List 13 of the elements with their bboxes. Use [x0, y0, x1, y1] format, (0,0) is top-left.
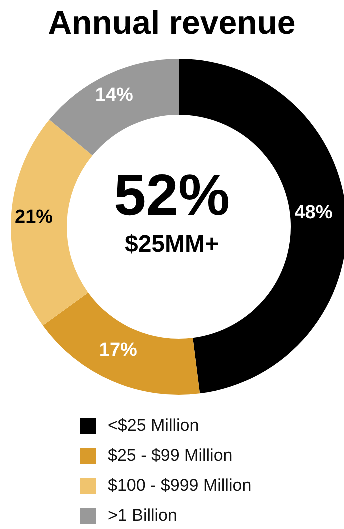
chart-title: Annual revenue [47, 3, 297, 43]
data-label: 48% [294, 202, 333, 224]
legend-label: <$25 Million [108, 416, 200, 436]
legend-label: >1 Billion [108, 506, 178, 526]
donut-slice [50, 59, 179, 156]
data-label: 17% [99, 340, 138, 361]
data-label: 14% [95, 84, 134, 106]
text: 52% [114, 163, 230, 228]
donut-slice [11, 120, 93, 326]
data-label: 21% [15, 207, 54, 228]
legend-label: $100 - $999 Million [108, 476, 252, 496]
legend-label: $25 - $99 Million [108, 446, 233, 466]
text: $25MM+ [124, 230, 220, 260]
